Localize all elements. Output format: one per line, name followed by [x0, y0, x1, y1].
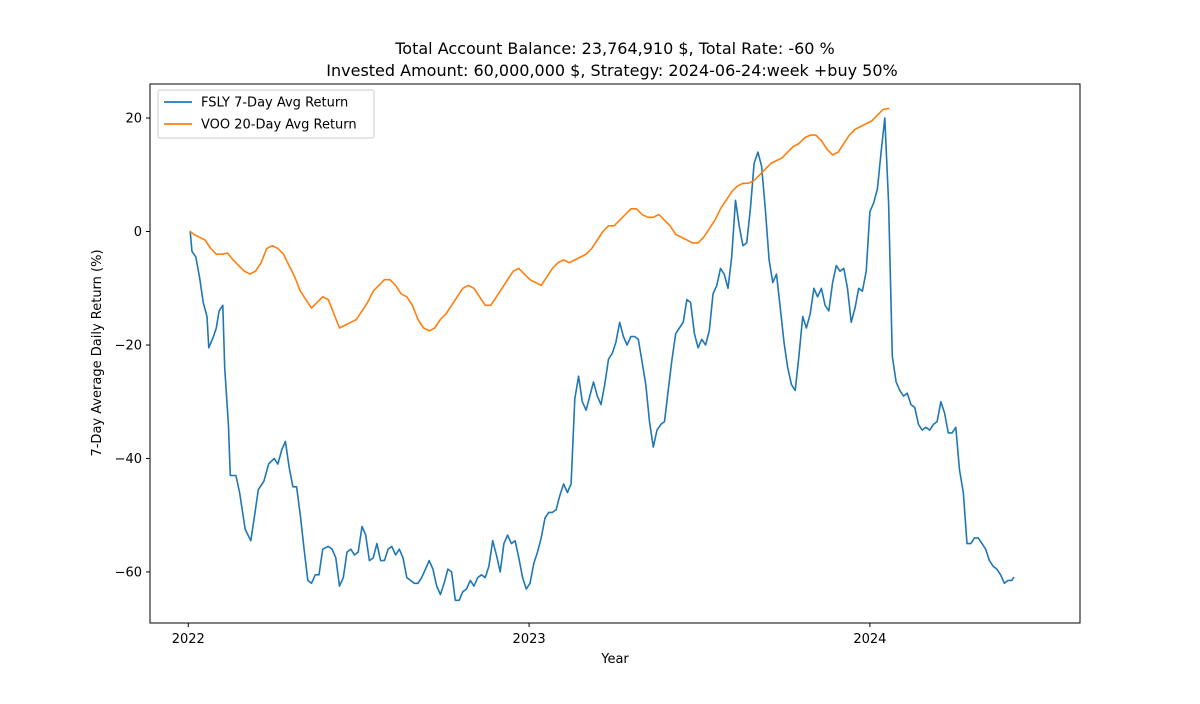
chart-title-line-2: Invested Amount: 60,000,000 $, Strategy:…: [326, 61, 897, 80]
y-tick-label: −20: [115, 338, 142, 353]
y-axis-label: 7-Day Average Daily Return (%): [90, 249, 105, 456]
legend: FSLY 7-Day Avg Return VOO 20-Day Avg Retu…: [157, 89, 375, 139]
chart-title-line-1: Total Account Balance: 23,764,910 $, Tot…: [394, 39, 835, 58]
legend-box: [157, 89, 375, 139]
x-axis-label: Year: [600, 652, 629, 667]
y-tick-label: −40: [115, 452, 142, 467]
y-tick-label: 20: [125, 112, 142, 127]
y-tick-label: −60: [115, 565, 142, 580]
series-line-voo: [189, 107, 890, 332]
x-tick-label: 2022: [172, 632, 205, 647]
y-tick-label: 0: [134, 225, 142, 240]
y-axis: 20 0 −20 −40 −60: [115, 112, 150, 580]
series-line-fsly: [189, 117, 1015, 602]
x-tick-label: 2024: [853, 632, 886, 647]
plot-lines: [189, 107, 1015, 602]
x-axis: 2022 2023 2024: [172, 623, 886, 647]
legend-label: VOO 20-Day Avg Return: [201, 118, 357, 133]
plot-area-frame: [149, 83, 1081, 624]
legend-label: FSLY 7-Day Avg Return: [201, 96, 348, 111]
x-tick-label: 2023: [513, 632, 546, 647]
